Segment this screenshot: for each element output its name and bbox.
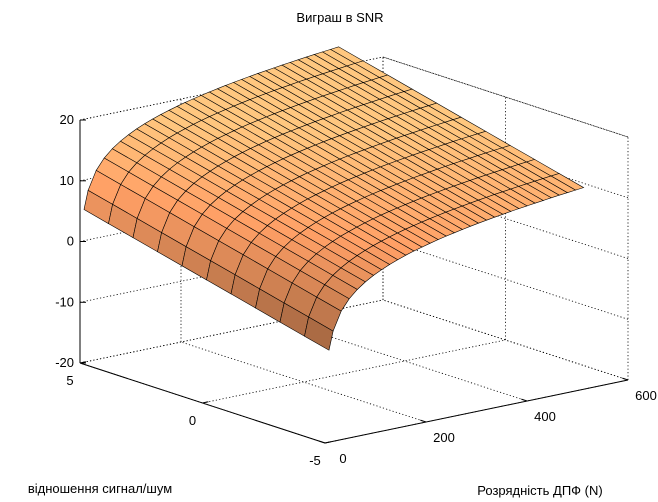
grid-line bbox=[79, 238, 384, 303]
z-tick-label: -20 bbox=[55, 355, 74, 370]
box-edge bbox=[79, 56, 384, 121]
grid-line bbox=[382, 238, 629, 320]
grid-line bbox=[382, 299, 629, 381]
box-edge bbox=[382, 56, 629, 138]
tick-mark bbox=[622, 377, 629, 381]
z-tick-label: 20 bbox=[60, 112, 74, 127]
z-tick-label: -10 bbox=[55, 294, 74, 309]
z-tick-label: 10 bbox=[60, 173, 74, 188]
grid-line bbox=[202, 339, 506, 404]
surface bbox=[83, 46, 585, 351]
tick-mark bbox=[420, 419, 427, 423]
grid-line bbox=[180, 341, 427, 423]
chart-title: Виграш в SNR bbox=[296, 10, 383, 25]
tick-mark bbox=[324, 441, 331, 444]
x-axis-line bbox=[324, 379, 629, 444]
grid-line bbox=[382, 56, 629, 138]
tick-mark bbox=[79, 361, 86, 364]
y-tick-label: 0 bbox=[189, 413, 196, 428]
x-tick-label: 400 bbox=[534, 409, 556, 424]
y-tick-label: 5 bbox=[66, 373, 73, 388]
x-tick-label: 200 bbox=[433, 430, 455, 445]
front-box bbox=[79, 119, 629, 444]
tick-mark bbox=[202, 401, 209, 404]
tick-mark bbox=[319, 440, 326, 444]
grid-line bbox=[79, 299, 384, 364]
x-axis-label: Розрядність ДПФ (N) bbox=[477, 483, 602, 498]
x-tick-label: 0 bbox=[339, 451, 346, 466]
tick-mark bbox=[521, 398, 528, 402]
surface-patch bbox=[304, 316, 334, 351]
x-tick-label: 600 bbox=[635, 388, 657, 403]
z-tick-label: 0 bbox=[67, 234, 74, 249]
y-tick-label: -5 bbox=[309, 453, 321, 468]
y-axis-label: відношення сигнал/шум bbox=[28, 481, 172, 496]
